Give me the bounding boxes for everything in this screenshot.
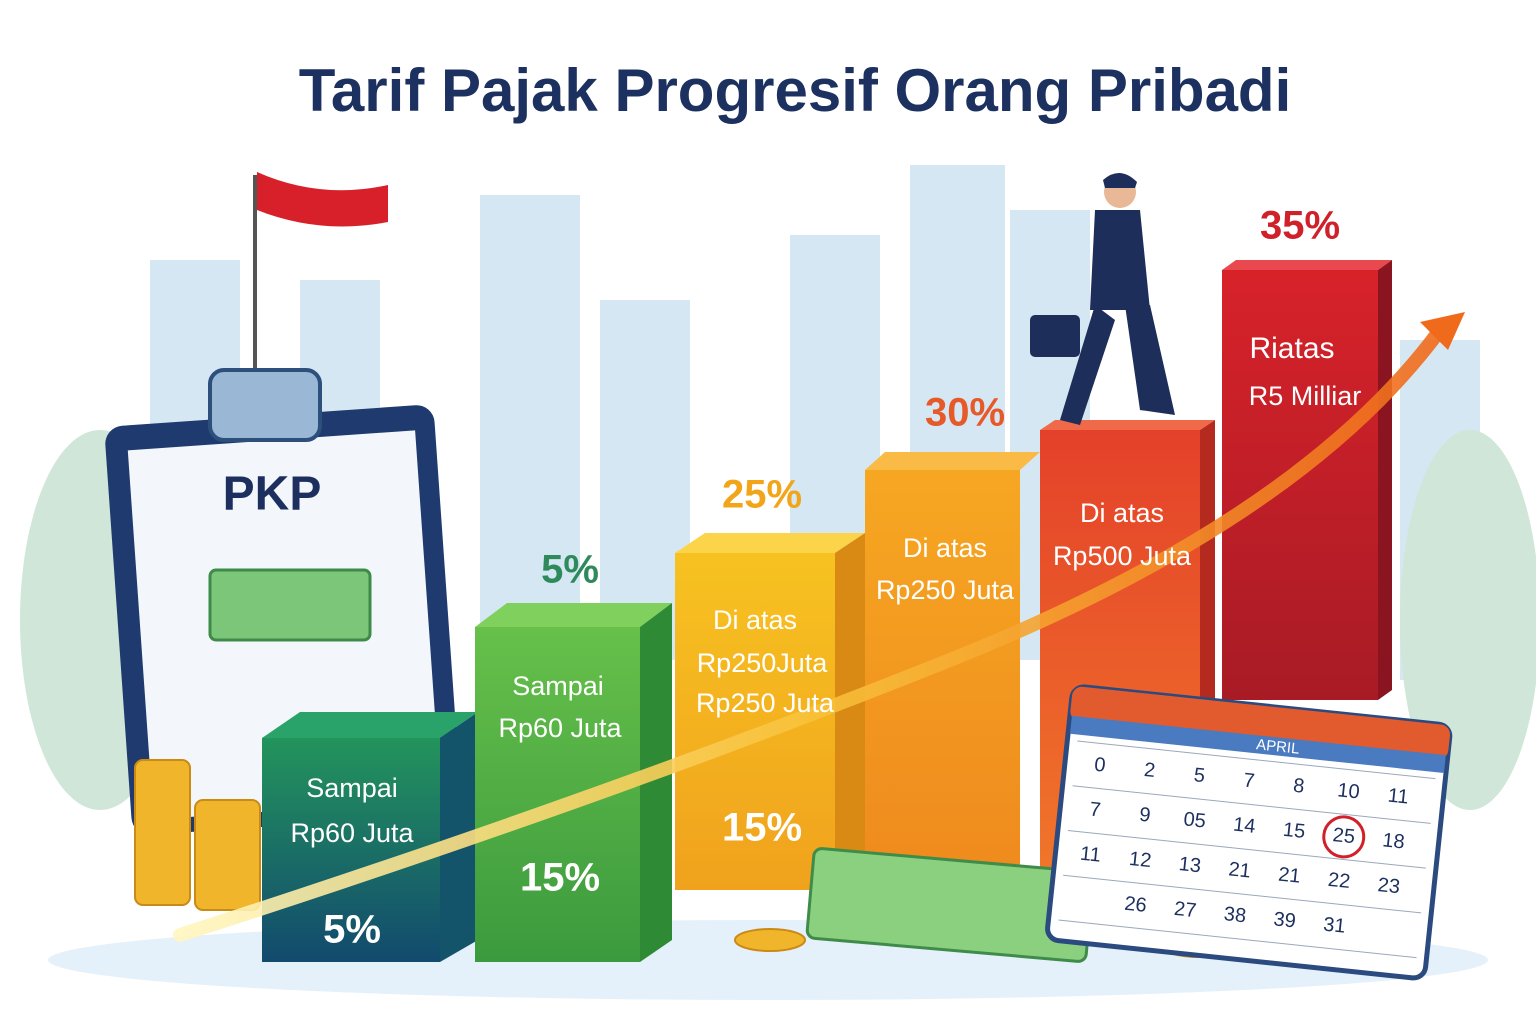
calendar-day: 10 <box>1336 779 1360 803</box>
calendar-rule <box>1058 919 1417 959</box>
step-line: Di atas <box>713 605 797 635</box>
trend-arrow <box>173 323 1447 942</box>
cash-stack <box>208 568 372 642</box>
step-line: Di atas <box>903 533 987 563</box>
bar-side <box>640 603 672 962</box>
bar-top <box>675 533 865 553</box>
calendar-day: 39 <box>1272 908 1296 932</box>
calendar-day: 05 <box>1182 808 1206 832</box>
calendar-day: 15 <box>1282 819 1306 843</box>
calendar-header <box>1070 686 1450 760</box>
calendar-day: 0 <box>1093 754 1106 777</box>
calendar-day: 9 <box>1138 804 1151 827</box>
calendar-day: 23 <box>1377 874 1401 898</box>
bar <box>865 470 1020 880</box>
step-line: Rp250Juta <box>697 648 829 678</box>
bar-top <box>865 452 1040 470</box>
step-header: 35% <box>1260 204 1340 248</box>
bar-top <box>475 603 672 627</box>
step-line: Rp60 Juta <box>498 713 622 743</box>
hair <box>1103 172 1137 188</box>
calendar-day: 26 <box>1123 893 1147 917</box>
step-header: 30% <box>925 391 1005 435</box>
clipboard-label: PKP <box>223 468 322 521</box>
calendar-day: 31 <box>1322 914 1346 938</box>
calendar-rule <box>1072 785 1431 824</box>
clipboard-clip <box>208 368 322 442</box>
step-line: Rp500 Juta <box>1053 541 1192 571</box>
calendar-day: 12 <box>1128 848 1152 872</box>
calendar-day: 2 <box>1143 759 1156 782</box>
calendar-day: 21 <box>1227 858 1251 882</box>
step-line: Riatas <box>1249 332 1334 365</box>
building <box>480 195 580 655</box>
calendar-month: APRIL <box>1255 736 1300 757</box>
date-highlight <box>1322 815 1366 859</box>
bar <box>1222 270 1378 700</box>
calendar-rule <box>1077 740 1436 780</box>
step-rate: 15% <box>722 806 802 850</box>
calendar-day: 25 <box>1332 824 1356 848</box>
title: Tarif Pajak Progresif Orang Pribadi <box>299 57 1292 124</box>
briefcase <box>1030 315 1080 357</box>
calendar-day: 11 <box>1387 785 1410 809</box>
bar-top <box>1222 260 1392 270</box>
calendar-day: 5 <box>1193 764 1206 787</box>
bar <box>262 738 440 962</box>
step-line: Sampai <box>306 773 398 803</box>
step-line: Rp250 Juta <box>696 688 835 718</box>
calendar-rule <box>1067 830 1426 869</box>
step-rate: 5% <box>323 908 381 952</box>
bar-top <box>262 712 478 738</box>
calendar-day: 7 <box>1242 769 1255 792</box>
step-line: Sampai <box>512 671 604 701</box>
step-line: Rp250 Juta <box>876 575 1015 605</box>
calendar-day: 13 <box>1178 853 1202 877</box>
calendar-day: 21 <box>1277 864 1301 888</box>
step-line: Di atas <box>1080 498 1164 528</box>
arrow-head <box>1420 312 1465 350</box>
legs <box>1060 305 1175 425</box>
calendar-band <box>1070 715 1446 774</box>
calendar-day: 8 <box>1292 775 1305 798</box>
coin-stack <box>134 759 191 906</box>
calendar-day: 27 <box>1173 898 1197 922</box>
calendar-day: 14 <box>1232 814 1256 838</box>
bar-top <box>1040 420 1215 430</box>
calendar-day: 22 <box>1327 869 1351 893</box>
calendar-day: 38 <box>1223 903 1247 927</box>
step-header: 5% <box>541 548 599 592</box>
bar-side <box>835 533 865 890</box>
step-rate: 15% <box>520 856 600 900</box>
step-header: 25% <box>722 473 802 517</box>
businessman <box>1030 172 1175 425</box>
calendar-day: 11 <box>1079 843 1102 867</box>
calendar-day: 18 <box>1381 829 1405 853</box>
coin <box>734 928 806 952</box>
bar-side <box>1378 260 1392 700</box>
flag <box>257 172 388 227</box>
step-line: R5 Milliar <box>1249 381 1362 411</box>
step-line: Rp60 Juta <box>290 818 414 848</box>
leaf <box>1400 430 1536 810</box>
calendar-day: 7 <box>1089 799 1102 822</box>
coin-stack <box>194 799 261 911</box>
calendar-rule <box>1063 874 1422 914</box>
torso <box>1090 210 1150 310</box>
